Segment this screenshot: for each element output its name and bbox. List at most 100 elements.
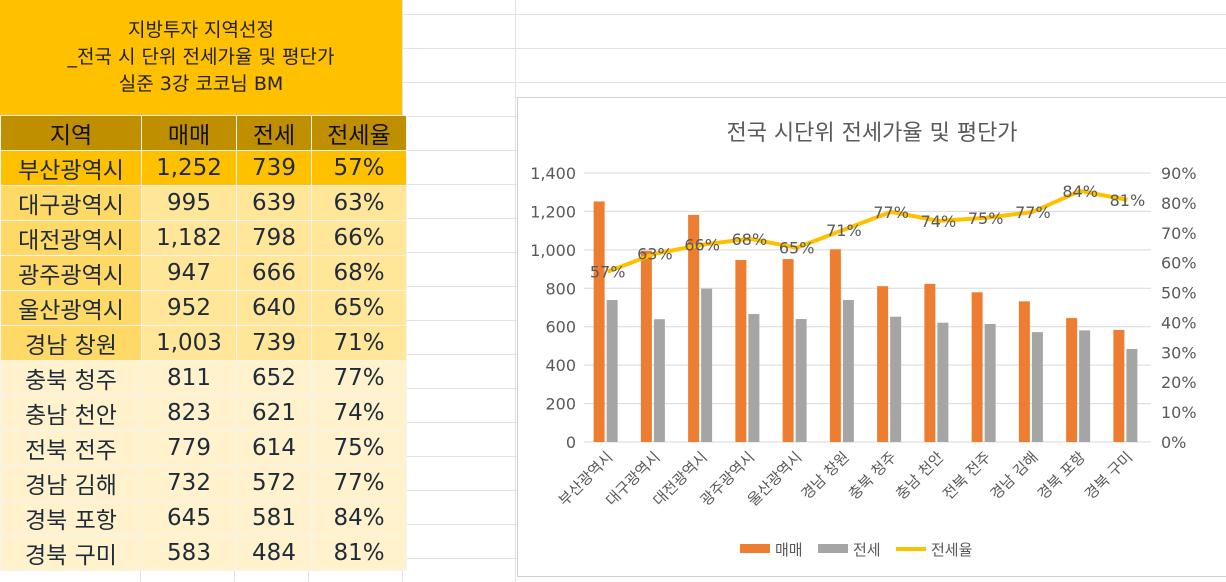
data-label: 66% [684, 236, 720, 255]
header-cell[interactable]: 전세율 [311, 115, 407, 151]
table-cell[interactable]: 63% [311, 185, 407, 221]
table-cell[interactable]: 74% [311, 395, 407, 431]
header-cell[interactable]: 지역 [0, 115, 142, 151]
table-cell[interactable]: 995 [141, 185, 237, 221]
table-cell[interactable]: 경북 포항 [0, 500, 142, 536]
y-tick-label: 800 [545, 279, 576, 298]
table-cell[interactable]: 57% [311, 150, 407, 186]
table-cell[interactable]: 경남 창원 [0, 325, 142, 361]
bar-sale[interactable] [924, 283, 936, 442]
data-label: 77% [873, 203, 909, 222]
bar-jeonse[interactable] [653, 319, 665, 442]
bar-sale[interactable] [1066, 318, 1078, 442]
bar-jeonse[interactable] [890, 316, 902, 442]
table-cell[interactable]: 484 [236, 535, 312, 571]
table-cell[interactable]: 947 [141, 255, 237, 291]
table-cell[interactable]: 811 [141, 360, 237, 396]
table-cell[interactable]: 581 [236, 500, 312, 536]
bar-sale[interactable] [640, 250, 652, 442]
table-cell[interactable]: 65% [311, 290, 407, 326]
table-cell[interactable]: 울산광역시 [0, 290, 142, 326]
bar-sale[interactable] [1113, 329, 1125, 442]
table-row: 울산광역시 952 640 65% [0, 290, 407, 326]
table-cell[interactable]: 652 [236, 360, 312, 396]
table-row: 충남 천안 823 621 74% [0, 395, 407, 431]
header-cell[interactable]: 전세 [236, 115, 312, 151]
bar-jeonse[interactable] [937, 322, 949, 442]
table-cell[interactable]: 1,182 [141, 220, 237, 256]
bar-sale[interactable] [593, 201, 605, 442]
bar-sale[interactable] [688, 214, 700, 442]
sheet-title[interactable]: 지방투자 지역선정 _전국 시 단위 전세가율 및 평단가 실준 3강 코코님 … [0, 0, 402, 115]
bar-jeonse[interactable] [842, 300, 854, 442]
data-table: 지역 매매 전세 전세율 부산광역시 1,252 739 57% 대구광역시 995 639 63% 대… [0, 115, 407, 571]
y2-tick-label: 80% [1161, 194, 1197, 213]
table-cell[interactable]: 952 [141, 290, 237, 326]
line-ratio[interactable] [606, 188, 1128, 274]
legend-label[interactable]: 전세 [853, 541, 881, 559]
table-cell[interactable]: 충북 청주 [0, 360, 142, 396]
table-row: 광주광역시 947 666 68% [0, 255, 407, 291]
table-cell[interactable]: 1,003 [141, 325, 237, 361]
table-cell[interactable]: 대구광역시 [0, 185, 142, 221]
y-tick-label: 1,400 [530, 164, 576, 183]
table-cell[interactable]: 71% [311, 325, 407, 361]
table-row: 대구광역시 995 639 63% [0, 185, 407, 221]
table-cell[interactable]: 583 [141, 535, 237, 571]
title-line: _전국 시 단위 전세가율 및 평단가 [67, 46, 335, 68]
chart-svg: 전국 시단위 전세가율 및 평단가 0 200 400 600 800 1,000 1,200… [530, 121, 1197, 559]
table-cell[interactable]: 77% [311, 465, 407, 501]
table-cell[interactable]: 81% [311, 535, 407, 571]
data-label: 81% [1110, 191, 1146, 210]
bar-jeonse[interactable] [748, 314, 760, 442]
header-cell[interactable]: 매매 [141, 115, 237, 151]
table-cell[interactable]: 739 [236, 150, 312, 186]
x-tick-label: 전북 전주 [939, 448, 994, 503]
table-cell[interactable]: 823 [141, 395, 237, 431]
bar-jeonse[interactable] [1126, 349, 1138, 442]
table-cell[interactable]: 전북 전주 [0, 430, 142, 466]
table-cell[interactable]: 614 [236, 430, 312, 466]
table-cell[interactable]: 645 [141, 500, 237, 536]
bar-jeonse[interactable] [1031, 332, 1043, 442]
y-tick-label: 400 [545, 356, 576, 375]
table-cell[interactable]: 739 [236, 325, 312, 361]
table-cell[interactable]: 640 [236, 290, 312, 326]
bar-jeonse[interactable] [701, 288, 713, 442]
bar-sale[interactable] [971, 292, 983, 442]
legend-label[interactable]: 매매 [775, 541, 803, 559]
table-cell[interactable]: 572 [236, 465, 312, 501]
table-cell[interactable]: 68% [311, 255, 407, 291]
table-cell[interactable]: 1,252 [141, 150, 237, 186]
table-row: 경북 포항 645 581 84% [0, 500, 407, 536]
bar-sale[interactable] [877, 286, 889, 442]
bar-jeonse[interactable] [984, 324, 996, 442]
bar-jeonse[interactable] [1079, 330, 1091, 442]
table-cell[interactable]: 798 [236, 220, 312, 256]
table-cell[interactable]: 대전광역시 [0, 220, 142, 256]
table-cell[interactable]: 75% [311, 430, 407, 466]
table-cell[interactable]: 621 [236, 395, 312, 431]
bar-jeonse[interactable] [795, 319, 807, 442]
table-cell[interactable]: 충남 천안 [0, 395, 142, 431]
table-cell[interactable]: 부산광역시 [0, 150, 142, 186]
table-cell[interactable]: 84% [311, 500, 407, 536]
table-cell[interactable]: 경남 김해 [0, 465, 142, 501]
table-cell[interactable]: 66% [311, 220, 407, 256]
table-cell[interactable]: 경북 구미 [0, 535, 142, 571]
legend-label[interactable]: 전세율 [931, 541, 972, 559]
table-cell[interactable]: 666 [236, 255, 312, 291]
y2-tick-label: 90% [1161, 164, 1197, 183]
bar-sale[interactable] [1018, 301, 1030, 442]
chart[interactable]: 전국 시단위 전세가율 및 평단가 0 200 400 600 800 1,000 1,200… [517, 97, 1226, 577]
bar-jeonse[interactable] [606, 300, 618, 442]
chart-title: 전국 시단위 전세가율 및 평단가 [726, 121, 1017, 146]
bar-sale[interactable] [735, 260, 747, 442]
bar-sale[interactable] [782, 259, 794, 442]
table-cell[interactable]: 732 [141, 465, 237, 501]
table-cell[interactable]: 639 [236, 185, 312, 221]
table-cell[interactable]: 77% [311, 360, 407, 396]
table-cell[interactable]: 779 [141, 430, 237, 466]
table-cell[interactable]: 광주광역시 [0, 255, 142, 291]
bar-sale[interactable] [829, 249, 841, 442]
